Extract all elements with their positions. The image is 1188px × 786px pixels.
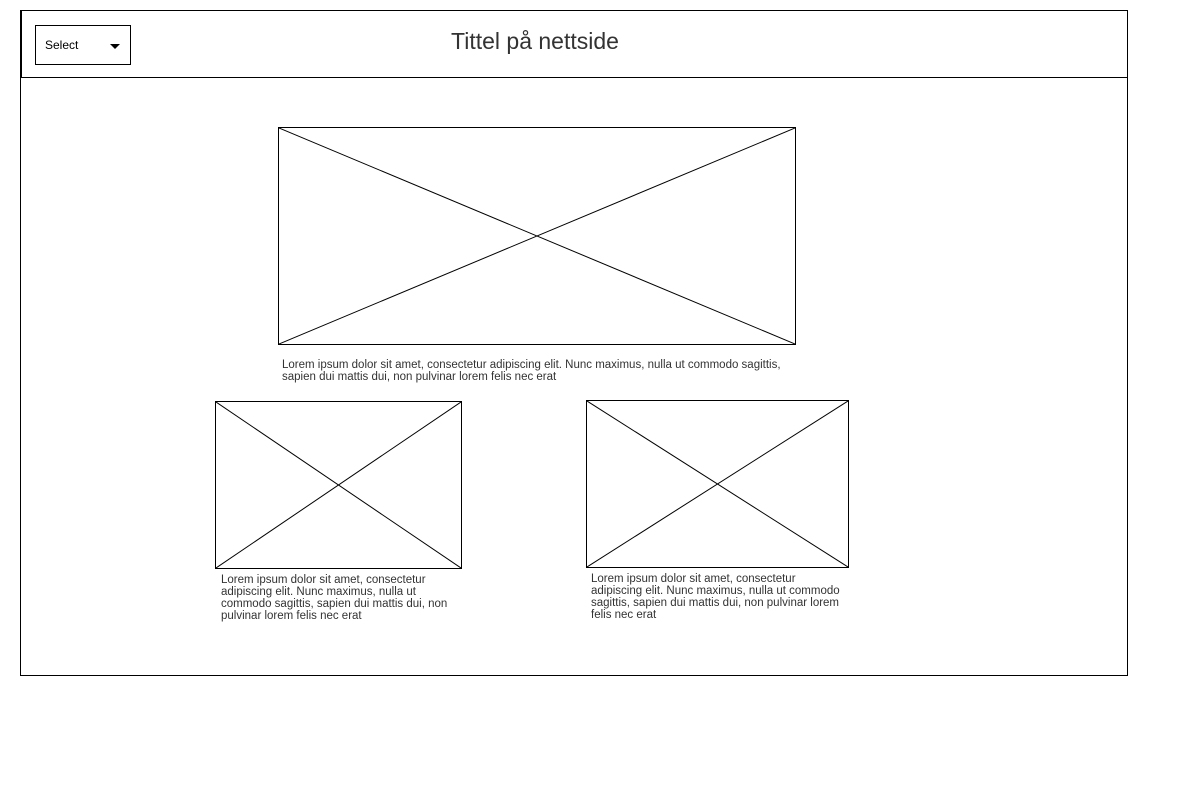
select-dropdown[interactable]: Select xyxy=(35,25,131,65)
featured-caption: Lorem ipsum dolor sit amet, consectetur … xyxy=(282,359,781,383)
caret-down-icon xyxy=(110,44,120,49)
card-right-caption: Lorem ipsum dolor sit amet, consectetur … xyxy=(591,573,840,621)
image-placeholder-icon xyxy=(587,401,848,567)
card-right-image-placeholder xyxy=(586,400,849,568)
featured-image-placeholder xyxy=(278,127,796,345)
page-header xyxy=(21,10,1128,78)
select-label: Select xyxy=(45,38,79,52)
card-left-image-placeholder xyxy=(215,401,462,569)
image-placeholder-icon xyxy=(279,128,795,344)
image-placeholder-icon xyxy=(216,402,461,568)
card-left-caption: Lorem ipsum dolor sit amet, consectetur … xyxy=(221,574,448,622)
page-title: Tittel på nettside xyxy=(451,28,619,54)
